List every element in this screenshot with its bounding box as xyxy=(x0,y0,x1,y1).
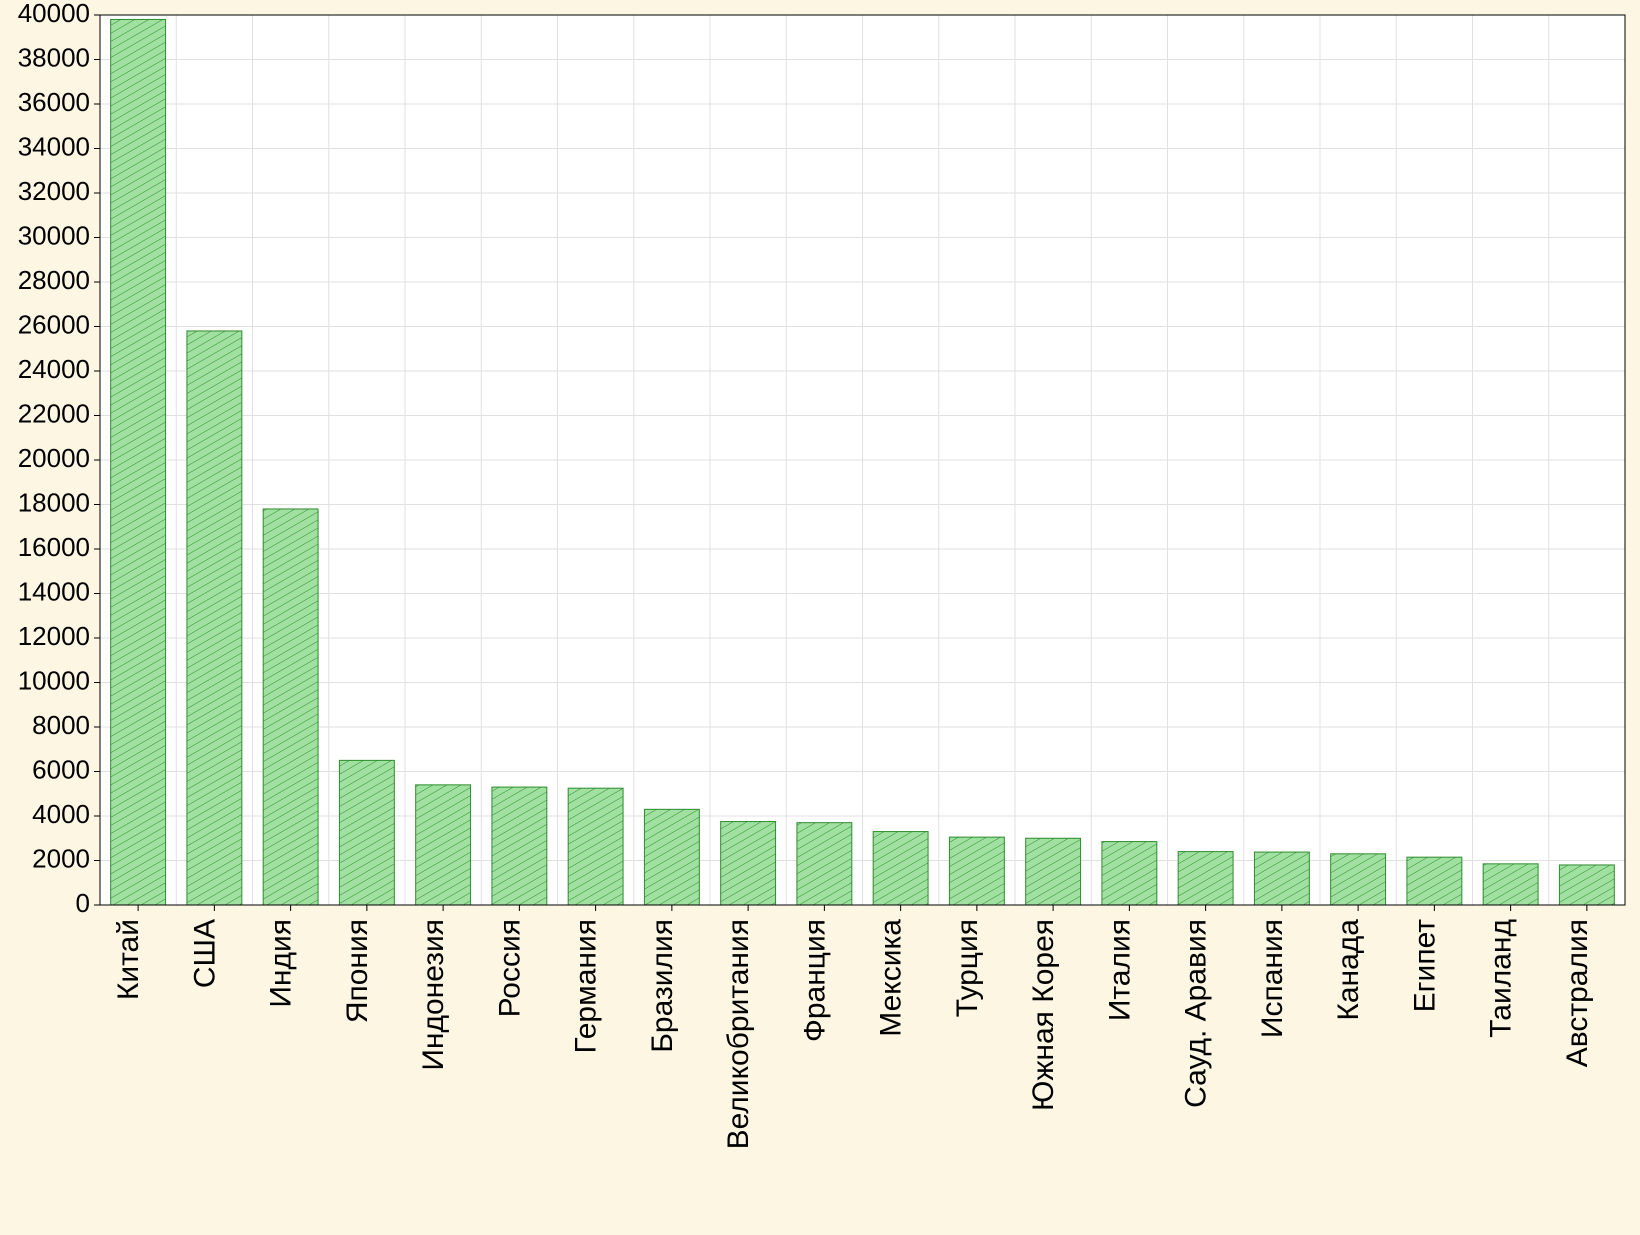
bar xyxy=(263,509,318,905)
y-tick-label: 26000 xyxy=(18,309,90,339)
bar xyxy=(1331,854,1386,905)
bar xyxy=(873,832,928,905)
x-tick-label: Таиланд xyxy=(1485,919,1518,1038)
y-tick-label: 32000 xyxy=(18,176,90,206)
x-tick-label: Австралия xyxy=(1561,919,1594,1067)
bar xyxy=(1102,842,1157,905)
x-tick-label: Китай xyxy=(112,919,145,1000)
x-tick-label: Турция xyxy=(951,919,984,1017)
bar xyxy=(1254,852,1309,905)
y-tick-label: 6000 xyxy=(32,754,90,784)
y-tick-label: 40000 xyxy=(18,0,90,28)
bar xyxy=(797,823,852,905)
y-tick-label: 10000 xyxy=(18,665,90,695)
y-tick-label: 36000 xyxy=(18,87,90,117)
x-tick-label: Канада xyxy=(1332,919,1365,1021)
y-tick-label: 34000 xyxy=(18,131,90,161)
bar xyxy=(111,19,166,905)
bar xyxy=(187,331,242,905)
y-tick-label: 14000 xyxy=(18,576,90,606)
x-tick-label: Южная Корея xyxy=(1027,919,1060,1111)
bar xyxy=(1559,865,1614,905)
bar xyxy=(1483,864,1538,905)
bar xyxy=(1407,857,1462,905)
bar xyxy=(721,822,776,905)
y-tick-label: 16000 xyxy=(18,532,90,562)
bar-chart: 0 2000 4000 6000 8000 10000 12000 14000 16000 180… xyxy=(0,0,1640,1230)
y-tick-label: 28000 xyxy=(18,265,90,295)
x-tick-label: Италия xyxy=(1103,919,1136,1021)
x-tick-label: Индия xyxy=(265,919,298,1008)
y-tick-label: 24000 xyxy=(18,354,90,384)
bar xyxy=(644,809,699,905)
y-tick-label: 4000 xyxy=(32,799,90,829)
bar xyxy=(492,787,547,905)
y-tick-label: 38000 xyxy=(18,42,90,72)
bar xyxy=(1178,852,1233,905)
y-tick-label: 12000 xyxy=(18,621,90,651)
y-tick-label: 18000 xyxy=(18,487,90,517)
y-tick-label: 20000 xyxy=(18,443,90,473)
y-tick-label: 8000 xyxy=(32,710,90,740)
bar xyxy=(568,788,623,905)
x-tick-label: Россия xyxy=(493,919,526,1017)
y-tick-label: 2000 xyxy=(32,843,90,873)
bar xyxy=(949,837,1004,905)
x-tick-label: США xyxy=(188,919,221,988)
y-tick-label: 0 xyxy=(76,888,90,918)
x-tick-label: Франция xyxy=(798,919,831,1042)
x-tick-label: Индонезия xyxy=(417,919,450,1071)
x-tick-label: Мексика xyxy=(875,919,908,1037)
bar xyxy=(339,760,394,905)
x-tick-label: Бразилия xyxy=(646,919,679,1053)
bar xyxy=(416,785,471,905)
bar xyxy=(1026,838,1081,905)
x-tick-label: Испания xyxy=(1256,919,1289,1038)
x-tick-label: Египет xyxy=(1408,919,1441,1013)
x-tick-label: Великобритания xyxy=(722,919,755,1149)
y-tick-label: 22000 xyxy=(18,398,90,428)
y-tick-label: 30000 xyxy=(18,220,90,250)
x-tick-label: Германия xyxy=(570,919,603,1054)
x-tick-label: Япония xyxy=(341,919,374,1023)
x-tick-label: Сауд. Аравия xyxy=(1180,919,1213,1108)
